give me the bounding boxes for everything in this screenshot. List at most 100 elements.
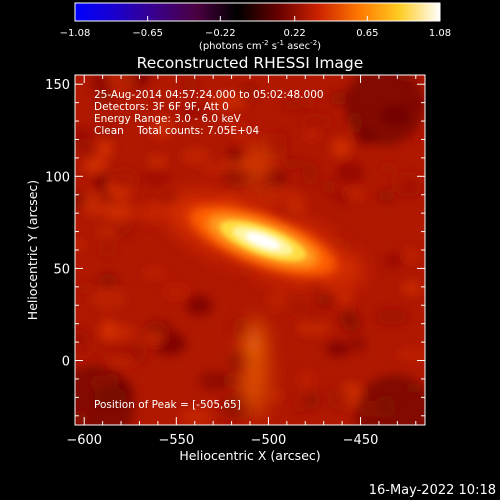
mottle-blob bbox=[146, 155, 168, 168]
mottle-blob bbox=[75, 137, 94, 162]
mottle-blob bbox=[180, 408, 213, 425]
mottle-blob bbox=[99, 319, 119, 343]
mottle-blob bbox=[404, 247, 418, 263]
mottle-blob bbox=[325, 341, 350, 357]
mottle-blob bbox=[303, 390, 321, 411]
mottle-blob bbox=[99, 193, 114, 204]
mottle-blob bbox=[113, 333, 135, 343]
mottle-blob bbox=[101, 239, 114, 257]
mottle-blob bbox=[401, 281, 422, 295]
mottle-blob bbox=[75, 340, 92, 360]
y-tick-label: 100 bbox=[45, 170, 70, 185]
mottle-blob bbox=[408, 133, 424, 142]
mottle-blob bbox=[145, 320, 173, 336]
image-area bbox=[75, 75, 425, 425]
mottle-blob bbox=[163, 283, 189, 300]
colorbar-tick-label: 1.08 bbox=[429, 28, 451, 39]
x-axis-ticks: −600 −550 −500 −450 bbox=[66, 75, 417, 448]
dark-region bbox=[355, 375, 425, 425]
colorbar-tick-label: −0.65 bbox=[132, 28, 163, 39]
annotation-energy: Energy Range: 3.0 - 6.0 keV bbox=[94, 113, 242, 125]
dark-region bbox=[345, 75, 425, 145]
mottle-blob bbox=[384, 253, 403, 269]
mottle-blob bbox=[322, 179, 336, 195]
dark-region bbox=[75, 365, 135, 425]
mottle-blob bbox=[107, 356, 136, 365]
mottle-blob bbox=[375, 309, 409, 325]
mottle-blob bbox=[75, 241, 87, 250]
mottle-blob bbox=[199, 371, 229, 391]
x-tick-label: −600 bbox=[66, 433, 102, 448]
lobe-inner bbox=[244, 318, 263, 359]
annotation-detectors: Detectors: 3F 6F 9F, Att 0 bbox=[94, 101, 229, 113]
mottle-blob bbox=[183, 75, 198, 95]
mottle-blob bbox=[336, 161, 365, 185]
mottle-blob bbox=[295, 321, 330, 335]
mottle-blob bbox=[395, 348, 425, 361]
mottle-blob bbox=[95, 92, 113, 106]
mottle-blob bbox=[97, 138, 113, 159]
colorbar: −1.08 −0.65 −0.22 0.22 0.65 1.08 (photons cm-… bbox=[60, 2, 451, 52]
mottle-blob bbox=[179, 106, 209, 118]
mottle-blob bbox=[106, 75, 137, 91]
secondary-lobe bbox=[239, 139, 274, 418]
mottle-blob bbox=[96, 226, 118, 237]
colorbar-units: (photons cm-2 s-1 asec-2) bbox=[199, 39, 321, 52]
mottle-blob bbox=[226, 148, 245, 163]
mottle-blob bbox=[211, 92, 247, 110]
mottle-blob bbox=[92, 340, 127, 355]
mottle-blob bbox=[289, 293, 307, 315]
mottle-blob bbox=[302, 161, 319, 186]
annotation-block: 25-Aug-2014 04:57:24.000 to 05:02:48.000… bbox=[94, 89, 324, 137]
mottle-blob bbox=[281, 158, 305, 170]
mottle-blob bbox=[316, 291, 336, 306]
mottle-blob bbox=[225, 123, 249, 137]
mottle-blob bbox=[339, 307, 357, 328]
mottle-blob bbox=[136, 202, 165, 223]
colorbar-tick-label: 0.22 bbox=[284, 28, 306, 39]
mottle-blob bbox=[332, 192, 352, 203]
mottle-blob bbox=[201, 165, 228, 174]
mottle-blob bbox=[98, 273, 119, 290]
mottle-blob bbox=[327, 387, 351, 410]
mottle-blob bbox=[293, 394, 308, 413]
mottle-blob bbox=[297, 368, 315, 390]
y-axis-ticks: 0 50 100 150 bbox=[45, 78, 425, 417]
mottle-blob bbox=[186, 295, 213, 316]
lobe-outer bbox=[239, 333, 268, 418]
mottle-blob bbox=[77, 282, 93, 295]
y-tick-label: 50 bbox=[53, 262, 70, 277]
mottle-blob bbox=[261, 185, 295, 203]
y-tick-label: 150 bbox=[45, 78, 70, 93]
flare-source bbox=[161, 192, 364, 289]
lobe-upper bbox=[245, 139, 274, 196]
colorbar-tick-label: −0.22 bbox=[205, 28, 236, 39]
mottle-blob bbox=[81, 192, 105, 217]
mottle-blob bbox=[102, 201, 135, 222]
footer-timestamp: 16-May-2022 10:18 bbox=[369, 483, 496, 498]
colorbar-strip bbox=[74, 2, 441, 22]
mottle-blob bbox=[266, 288, 289, 311]
y-axis-label: Heliocentric Y (arcsec) bbox=[25, 180, 40, 320]
mottle-blob bbox=[382, 162, 395, 173]
mottle-blob bbox=[348, 335, 367, 352]
annotation-counts: Clean Total counts: 7.05E+04 bbox=[94, 125, 259, 137]
mottle-blob bbox=[150, 117, 175, 137]
chart-title: Reconstructed RHESSI Image bbox=[137, 54, 364, 72]
annotation-time: 25-Aug-2014 04:57:24.000 to 05:02:48.000 bbox=[94, 89, 324, 101]
y-tick-label: 0 bbox=[62, 355, 70, 370]
mottle-blob bbox=[282, 100, 305, 111]
mottle-blob bbox=[390, 171, 424, 191]
mottle-blob bbox=[110, 169, 138, 189]
mottle-blob bbox=[92, 126, 117, 139]
colorbar-tick-label: −1.08 bbox=[60, 28, 91, 39]
peak-position-label: Position of Peak = [-505,65] bbox=[94, 399, 241, 411]
colorbar-tick-label: 0.65 bbox=[356, 28, 378, 39]
colorbar-ticks: −1.08 −0.65 −0.22 0.22 0.65 1.08 bbox=[60, 16, 451, 39]
x-tick-label: −500 bbox=[251, 433, 287, 448]
x-tick-label: −550 bbox=[158, 433, 194, 448]
x-axis-label: Heliocentric X (arcsec) bbox=[179, 448, 320, 463]
mottle-blob bbox=[140, 173, 172, 184]
mottle-blob bbox=[180, 148, 211, 165]
